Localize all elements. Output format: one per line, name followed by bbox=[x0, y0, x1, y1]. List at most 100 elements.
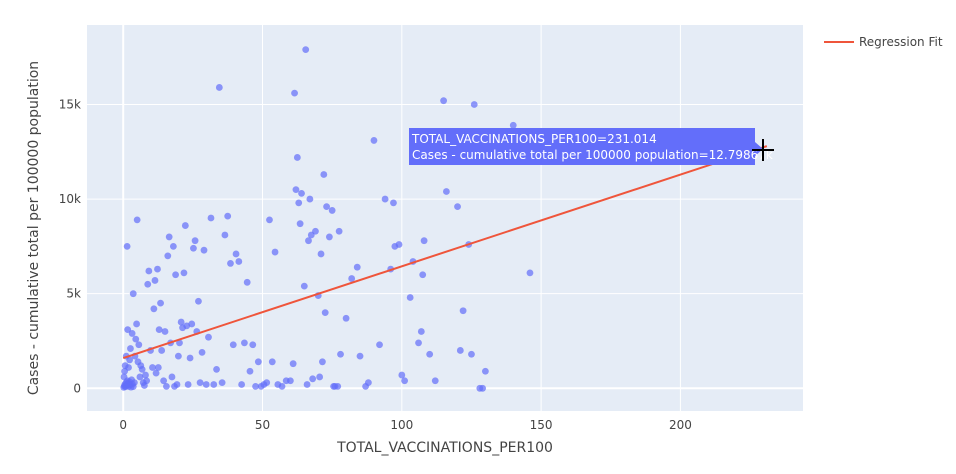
data-point[interactable] bbox=[268, 358, 276, 366]
data-point[interactable] bbox=[335, 227, 343, 235]
data-point[interactable] bbox=[188, 320, 196, 328]
data-point[interactable] bbox=[164, 252, 172, 260]
data-point[interactable] bbox=[238, 381, 246, 388]
data-point[interactable] bbox=[420, 237, 428, 245]
data-point[interactable] bbox=[243, 278, 251, 286]
data-point[interactable] bbox=[235, 258, 243, 265]
data-point[interactable] bbox=[151, 277, 159, 284]
data-point[interactable] bbox=[306, 195, 314, 203]
data-point[interactable] bbox=[202, 381, 210, 388]
data-point[interactable] bbox=[263, 379, 271, 387]
data-point[interactable] bbox=[221, 231, 229, 239]
data-point[interactable] bbox=[509, 121, 517, 129]
data-point[interactable] bbox=[303, 381, 311, 388]
data-point[interactable] bbox=[286, 377, 294, 385]
data-point[interactable] bbox=[174, 352, 182, 360]
data-point[interactable] bbox=[376, 341, 383, 349]
data-point[interactable] bbox=[266, 216, 273, 224]
data-point[interactable] bbox=[176, 339, 183, 347]
data-point[interactable] bbox=[252, 383, 259, 390]
data-point[interactable] bbox=[186, 354, 194, 362]
data-point[interactable] bbox=[191, 237, 199, 245]
data-point[interactable] bbox=[168, 373, 176, 381]
data-point[interactable] bbox=[431, 377, 439, 385]
data-point[interactable] bbox=[205, 333, 212, 341]
data-point[interactable] bbox=[479, 384, 487, 392]
data-point[interactable] bbox=[224, 212, 232, 220]
data-point[interactable] bbox=[470, 101, 478, 108]
data-point[interactable] bbox=[142, 371, 149, 379]
data-point[interactable] bbox=[150, 305, 158, 313]
data-point[interactable] bbox=[180, 269, 188, 277]
data-point[interactable] bbox=[481, 367, 489, 375]
data-point[interactable] bbox=[295, 199, 303, 207]
data-point[interactable] bbox=[337, 350, 344, 358]
data-point[interactable] bbox=[526, 269, 534, 277]
data-point[interactable] bbox=[440, 97, 448, 105]
data-point[interactable] bbox=[246, 367, 254, 375]
data-point[interactable] bbox=[417, 328, 425, 335]
data-point[interactable] bbox=[454, 203, 461, 211]
data-point[interactable] bbox=[181, 222, 189, 229]
data-point[interactable] bbox=[145, 267, 153, 275]
data-point[interactable] bbox=[390, 199, 397, 207]
data-point[interactable] bbox=[158, 347, 166, 354]
data-point[interactable] bbox=[177, 318, 185, 326]
data-point[interactable] bbox=[348, 275, 356, 282]
data-point[interactable] bbox=[356, 352, 364, 360]
data-point[interactable] bbox=[254, 358, 262, 366]
data-point[interactable] bbox=[207, 214, 215, 222]
data-point[interactable] bbox=[364, 379, 372, 387]
data-point[interactable] bbox=[165, 233, 173, 241]
data-point[interactable] bbox=[334, 383, 342, 390]
data-point[interactable] bbox=[401, 377, 409, 385]
regression-line[interactable] bbox=[122, 145, 768, 359]
data-point[interactable] bbox=[213, 365, 220, 373]
data-point[interactable] bbox=[291, 89, 298, 97]
data-point[interactable] bbox=[144, 280, 152, 288]
data-point[interactable] bbox=[154, 265, 161, 273]
data-point[interactable] bbox=[155, 326, 163, 334]
data-point[interactable] bbox=[136, 373, 144, 381]
data-point[interactable] bbox=[124, 326, 132, 334]
data-point[interactable] bbox=[406, 294, 414, 301]
data-point[interactable] bbox=[298, 190, 305, 197]
data-point[interactable] bbox=[309, 375, 317, 383]
data-point[interactable] bbox=[149, 364, 156, 371]
data-point[interactable] bbox=[271, 248, 279, 256]
data-point[interactable] bbox=[442, 188, 450, 195]
data-point[interactable] bbox=[300, 282, 308, 290]
data-point[interactable] bbox=[296, 220, 304, 228]
data-point[interactable] bbox=[328, 207, 336, 214]
data-point[interactable] bbox=[200, 246, 208, 254]
data-point[interactable] bbox=[126, 356, 134, 364]
data-point[interactable] bbox=[317, 250, 325, 258]
data-point[interactable] bbox=[321, 309, 329, 317]
data-point[interactable] bbox=[249, 341, 257, 349]
legend-regression-label[interactable]: Regression Fit bbox=[859, 35, 943, 49]
data-point[interactable] bbox=[143, 377, 151, 385]
data-point[interactable] bbox=[415, 339, 422, 347]
data-point[interactable] bbox=[232, 250, 240, 258]
data-point[interactable] bbox=[210, 381, 218, 388]
data-point[interactable] bbox=[129, 290, 137, 298]
data-point[interactable] bbox=[196, 379, 204, 387]
data-point[interactable] bbox=[127, 345, 134, 352]
data-point[interactable] bbox=[152, 369, 160, 377]
data-point[interactable] bbox=[302, 46, 310, 53]
data-point[interactable] bbox=[161, 328, 169, 335]
data-point[interactable] bbox=[456, 347, 464, 354]
data-point[interactable] bbox=[292, 186, 300, 194]
data-point[interactable] bbox=[138, 365, 146, 373]
data-point[interactable] bbox=[278, 383, 286, 390]
data-point[interactable] bbox=[320, 171, 328, 178]
data-point[interactable] bbox=[319, 358, 326, 366]
data-point[interactable] bbox=[370, 137, 378, 144]
data-point[interactable] bbox=[133, 320, 140, 328]
data-point[interactable] bbox=[154, 364, 162, 371]
data-point[interactable] bbox=[172, 271, 179, 279]
legend[interactable]: Regression Fit bbox=[824, 35, 943, 49]
data-point[interactable] bbox=[227, 260, 234, 267]
data-point[interactable] bbox=[229, 341, 237, 349]
data-point[interactable] bbox=[173, 381, 181, 388]
